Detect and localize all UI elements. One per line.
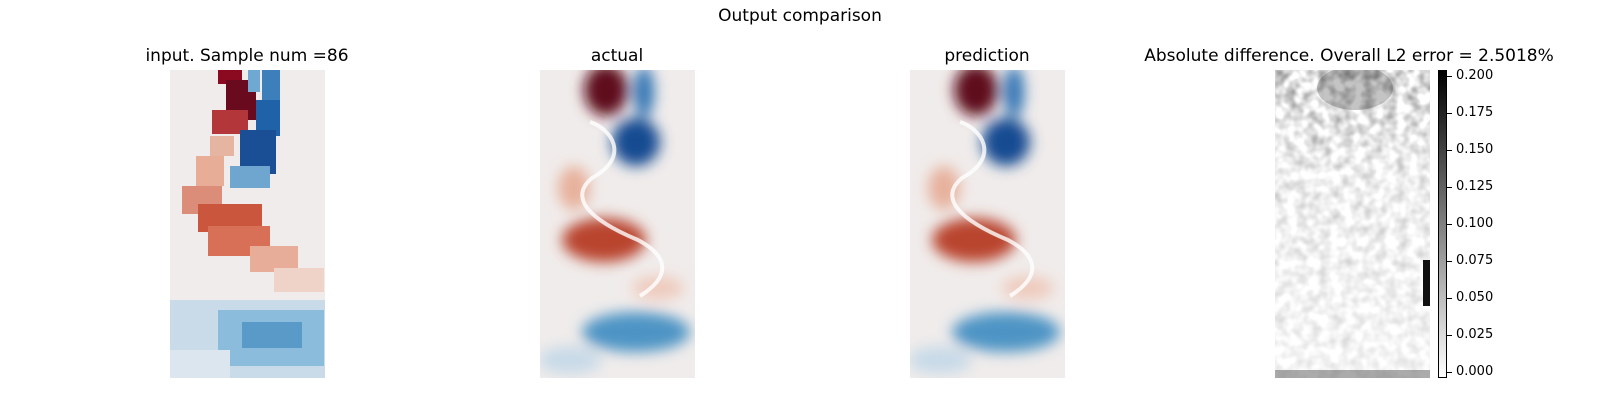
prediction-panel-title: prediction [944,46,1030,66]
colorbar-tick-label: 0.200 [1456,68,1494,83]
colorbar-tick-mark [1447,261,1452,262]
colorbar-tick-label: 0.175 [1456,105,1494,120]
colorbar [1438,70,1447,378]
colorbar-tick-mark [1447,224,1452,225]
colorbar-tick-label: 0.000 [1456,364,1494,379]
figure-title: Output comparison [718,6,882,26]
input-heatmap [170,70,325,378]
colorbar-tick-mark [1447,76,1452,77]
colorbar-tick-label: 0.050 [1456,290,1494,305]
colorbar-tick-mark [1447,113,1452,114]
colorbar-tick-mark [1447,150,1452,151]
colorbar-tick-mark [1447,335,1452,336]
input-panel-title: input. Sample num =86 [145,46,349,66]
colorbar-tick-label: 0.025 [1456,327,1494,342]
colorbar-tick-mark [1447,187,1452,188]
difference-panel-title: Absolute difference. Overall L2 error = … [1144,46,1554,66]
colorbar-tick-mark [1447,372,1452,373]
actual-heatmap [540,70,695,378]
prediction-heatmap [910,70,1065,378]
colorbar-tick-label: 0.125 [1456,179,1494,194]
colorbar-tick-label: 0.075 [1456,253,1494,268]
actual-panel-title: actual [590,46,644,66]
colorbar-ticks: 0.200 0.175 0.150 0.125 0.100 0.075 0.050 0.025… [1447,68,1527,379]
difference-heatmap [1275,70,1430,378]
colorbar-tick-mark [1447,298,1452,299]
colorbar-tick-label: 0.150 [1456,142,1494,157]
colorbar-tick-label: 0.100 [1456,216,1494,231]
